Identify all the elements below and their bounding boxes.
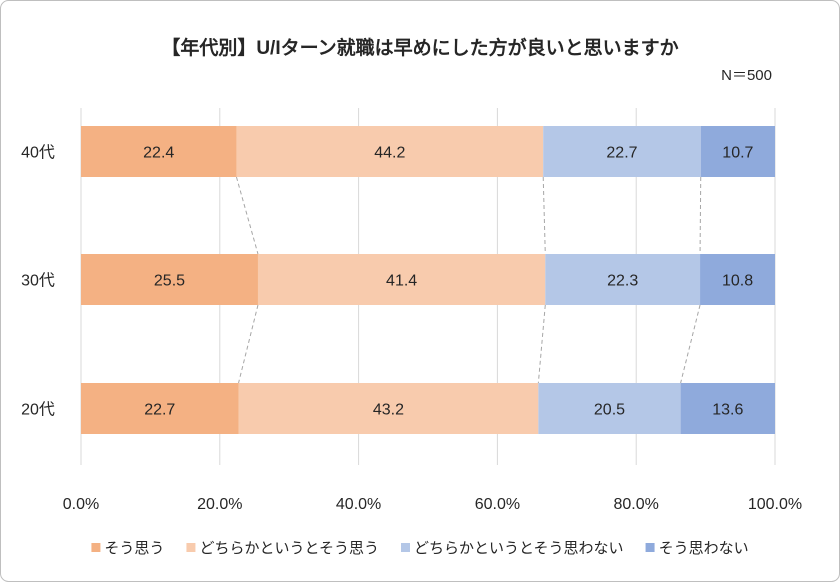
bar-segment [81, 126, 237, 177]
bar-segment [700, 126, 775, 177]
legend-label: どちらかというとそう思う [199, 540, 379, 557]
legend-swatch [645, 543, 655, 552]
data-label: 10.7 [722, 145, 753, 162]
data-label: 13.6 [712, 402, 743, 419]
series-line [542, 176, 546, 255]
legend-swatch [186, 543, 196, 552]
series-line [699, 176, 702, 255]
legend-swatch [401, 543, 410, 552]
data-label: 44.2 [374, 145, 405, 162]
series-line [235, 176, 259, 255]
bar-segment [236, 126, 544, 177]
data-label: 22.7 [144, 402, 175, 419]
bar-segment [545, 254, 701, 305]
bar-segment [700, 254, 775, 305]
series-line [238, 304, 259, 384]
data-label: 22.3 [607, 273, 638, 290]
x-tick-label: 20.0% [197, 496, 242, 513]
sample-size-note: N＝500 [721, 67, 772, 84]
x-tick-label: 60.0% [475, 496, 520, 513]
category-label: 40代 [21, 144, 55, 162]
bar-segment [538, 383, 681, 434]
legend-label: どちらかというとそう思わない [414, 540, 624, 557]
x-tick-label: 80.0% [614, 496, 659, 513]
x-tick-label: 0.0% [63, 496, 99, 513]
legend-label: そう思わない [659, 540, 749, 557]
legend-swatch [91, 543, 101, 552]
bar-segment [238, 383, 539, 434]
data-label: 22.7 [606, 145, 637, 162]
data-label: 43.2 [373, 402, 404, 419]
bar-segment [543, 126, 701, 177]
x-tick-label: 40.0% [336, 496, 381, 513]
x-tick-label: 100.0% [748, 496, 802, 513]
bar-segment [680, 383, 775, 434]
category-label: 20代 [21, 401, 55, 419]
category-label: 30代 [21, 272, 55, 290]
bar-segment [257, 254, 546, 305]
data-label: 10.8 [722, 273, 753, 290]
bar-segment [81, 254, 258, 305]
bar-segment [81, 383, 239, 434]
chart-title: 【年代別】U/Iターン就職は早めにした方が良いと思いますか [161, 36, 678, 59]
data-label: 22.4 [143, 145, 174, 162]
data-label: 25.5 [154, 273, 185, 290]
data-label: 41.4 [386, 273, 417, 290]
legend-label: そう思う [104, 540, 164, 557]
series-line [680, 304, 701, 384]
series-line [537, 304, 546, 384]
data-label: 20.5 [594, 402, 625, 419]
